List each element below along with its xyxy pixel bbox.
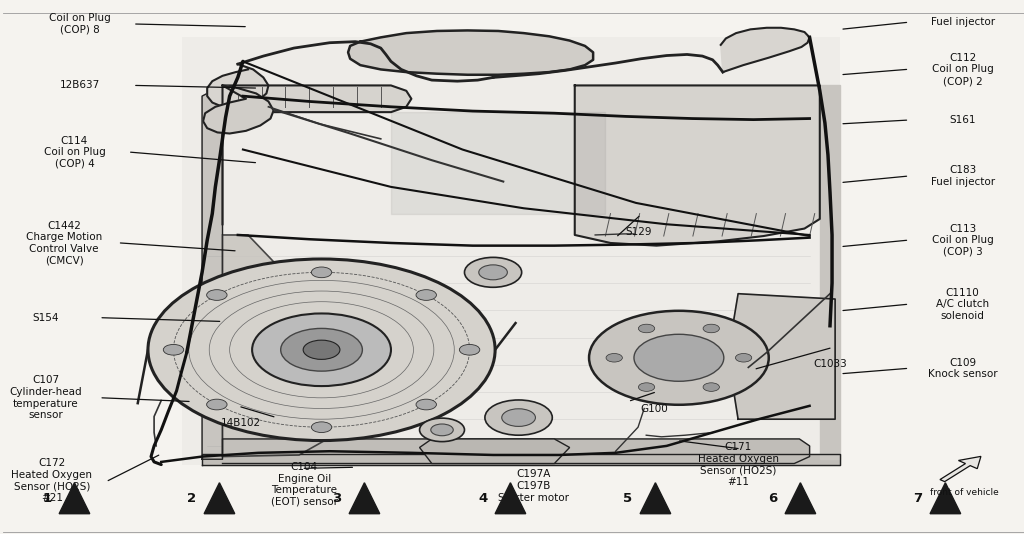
Text: 4: 4 xyxy=(478,492,487,505)
Text: C172
Heated Oxygen
Sensor (HO2S)
#21: C172 Heated Oxygen Sensor (HO2S) #21 xyxy=(11,458,92,503)
Polygon shape xyxy=(420,439,569,464)
Polygon shape xyxy=(721,28,810,72)
Circle shape xyxy=(252,313,391,386)
FancyArrow shape xyxy=(940,457,981,482)
Text: front of vehicle: front of vehicle xyxy=(931,488,999,497)
Text: G100: G100 xyxy=(641,404,669,413)
Text: Fuel injector: Fuel injector xyxy=(931,18,994,27)
Circle shape xyxy=(281,328,362,371)
Polygon shape xyxy=(820,85,841,459)
Circle shape xyxy=(431,424,454,436)
Circle shape xyxy=(460,344,480,355)
Polygon shape xyxy=(202,85,222,459)
Circle shape xyxy=(311,422,332,433)
Circle shape xyxy=(638,383,654,391)
Text: 3: 3 xyxy=(332,492,341,505)
Polygon shape xyxy=(349,483,380,514)
Circle shape xyxy=(703,324,720,333)
Circle shape xyxy=(311,267,332,278)
Text: C114
Coil on Plug
(COP) 4: C114 Coil on Plug (COP) 4 xyxy=(44,136,105,169)
Polygon shape xyxy=(203,85,273,134)
Text: C183
Fuel injector: C183 Fuel injector xyxy=(931,166,994,187)
Circle shape xyxy=(163,344,183,355)
Text: S161: S161 xyxy=(949,115,976,125)
Polygon shape xyxy=(785,483,816,514)
Text: C1110
A/C clutch
solenoid: C1110 A/C clutch solenoid xyxy=(936,288,989,321)
Circle shape xyxy=(303,340,340,359)
Polygon shape xyxy=(348,30,593,75)
Polygon shape xyxy=(59,483,90,514)
Text: 14B102: 14B102 xyxy=(221,418,261,428)
Polygon shape xyxy=(207,64,268,108)
Polygon shape xyxy=(222,439,810,464)
Circle shape xyxy=(465,257,521,287)
Text: 5: 5 xyxy=(624,492,633,505)
Text: 2: 2 xyxy=(187,492,197,505)
Polygon shape xyxy=(640,483,671,514)
Circle shape xyxy=(485,400,552,435)
Circle shape xyxy=(416,399,436,410)
Text: C112
Coil on Plug
(COP) 2: C112 Coil on Plug (COP) 2 xyxy=(932,53,993,86)
Circle shape xyxy=(606,354,623,362)
Circle shape xyxy=(420,418,465,442)
Circle shape xyxy=(502,409,536,426)
Text: 7: 7 xyxy=(913,492,923,505)
Text: C197A
C197B
Starter motor: C197A C197B Starter motor xyxy=(499,469,569,502)
Circle shape xyxy=(589,311,769,405)
Text: C1442
Charge Motion
Control Valve
(CMCV): C1442 Charge Motion Control Valve (CMCV) xyxy=(27,221,102,265)
Circle shape xyxy=(735,354,752,362)
Circle shape xyxy=(634,334,724,381)
Polygon shape xyxy=(204,483,234,514)
Text: C171
Heated Oxygen
Sensor (HO2S)
#11: C171 Heated Oxygen Sensor (HO2S) #11 xyxy=(697,442,778,487)
Text: S129: S129 xyxy=(626,227,652,237)
Circle shape xyxy=(479,265,507,280)
Circle shape xyxy=(638,324,654,333)
Polygon shape xyxy=(496,483,525,514)
Text: 6: 6 xyxy=(768,492,777,505)
Circle shape xyxy=(147,259,496,441)
Circle shape xyxy=(703,383,720,391)
Text: Coil on Plug
(COP) 8: Coil on Plug (COP) 8 xyxy=(49,13,111,35)
Polygon shape xyxy=(202,454,841,465)
Circle shape xyxy=(416,289,436,300)
Circle shape xyxy=(207,289,227,300)
Polygon shape xyxy=(728,294,836,419)
Text: 1: 1 xyxy=(42,492,51,505)
Text: C113
Coil on Plug
(COP) 3: C113 Coil on Plug (COP) 3 xyxy=(932,224,993,257)
Polygon shape xyxy=(222,85,412,224)
Polygon shape xyxy=(574,85,820,246)
Polygon shape xyxy=(222,235,325,457)
Text: C107
Cylinder-head
temperature
sensor: C107 Cylinder-head temperature sensor xyxy=(9,375,82,420)
Polygon shape xyxy=(181,37,841,465)
Text: C109
Knock sensor: C109 Knock sensor xyxy=(928,358,997,379)
Text: C1033: C1033 xyxy=(813,359,847,369)
Circle shape xyxy=(207,399,227,410)
Polygon shape xyxy=(930,483,961,514)
Text: S154: S154 xyxy=(33,313,59,323)
Text: 12B637: 12B637 xyxy=(59,81,99,90)
Text: C104
Engine Oil
Temperature
(EOT) sensor: C104 Engine Oil Temperature (EOT) sensor xyxy=(270,462,338,507)
